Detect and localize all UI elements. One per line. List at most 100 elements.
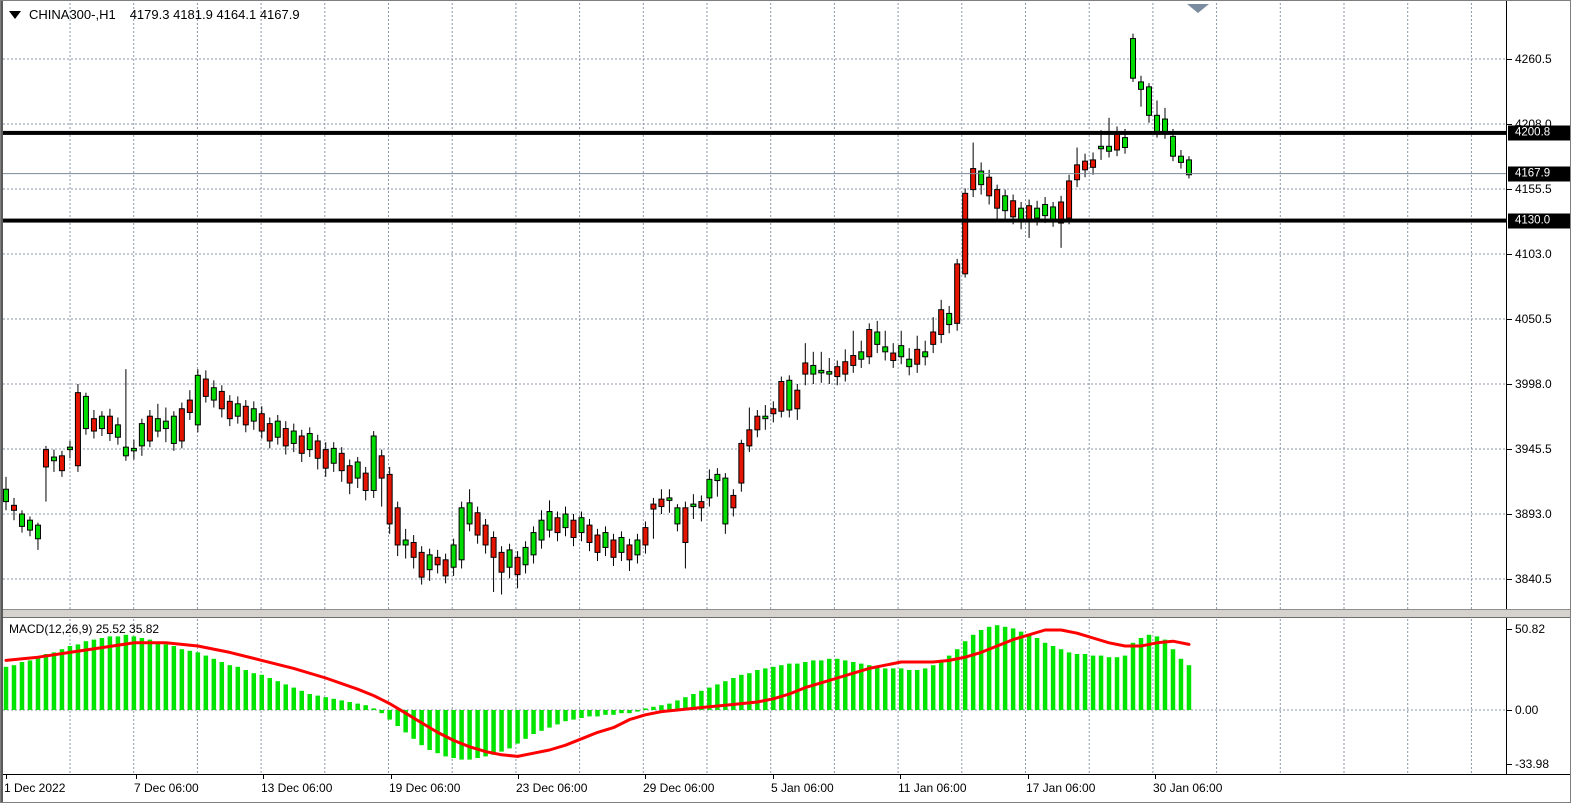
macd-histogram-bar: [874, 666, 880, 710]
macd-histogram-bar: [851, 662, 856, 710]
macd-histogram-bar: [707, 687, 712, 710]
bearish-candle: [642, 527, 649, 546]
macd-histogram-bar: [819, 660, 824, 710]
macd-histogram-bar: [835, 658, 840, 710]
macd-histogram-bar: [986, 626, 992, 710]
macd-tick: [1507, 764, 1512, 766]
time-tick: [1155, 775, 1156, 779]
macd-histogram-bar: [555, 710, 560, 725]
macd-histogram-bar: [123, 634, 129, 710]
bullish-candle: [1106, 145, 1113, 152]
macd-histogram-bar: [771, 666, 776, 710]
macd-histogram-bar: [611, 710, 616, 715]
macd-histogram-bar: [563, 710, 568, 722]
macd-histogram-bar: [187, 650, 193, 710]
macd-histogram-bar: [371, 708, 376, 710]
macd-histogram-bar: [499, 710, 504, 752]
macd-histogram-bar: [715, 684, 720, 710]
bearish-candle: [386, 473, 393, 525]
bullish-candle: [1002, 195, 1009, 212]
pane-splitter[interactable]: [1, 609, 1570, 618]
macd-histogram-bar: [291, 687, 296, 710]
bullish-candle: [762, 415, 769, 420]
macd-tick: [1507, 628, 1512, 630]
macd-histogram-bar: [451, 710, 456, 758]
macd-histogram-bar: [1146, 634, 1152, 710]
bearish-candle: [962, 192, 969, 275]
bullish-candle: [426, 554, 433, 571]
macd-histogram-bar: [898, 668, 904, 710]
bearish-candle: [914, 348, 921, 365]
macd-histogram-bar: [1114, 657, 1120, 710]
macd-histogram-bar: [859, 663, 864, 710]
macd-histogram-bar: [691, 694, 696, 710]
bullish-candle: [122, 446, 129, 457]
bearish-candle: [954, 263, 961, 324]
bullish-candle: [506, 549, 513, 568]
symbol-dropdown-icon[interactable]: [9, 11, 21, 19]
bearish-candle: [594, 534, 601, 553]
bearish-candle: [58, 455, 65, 472]
macd-histogram-bar: [1002, 626, 1008, 710]
macd-indicator-label: MACD(12,26,9) 25.52 35.82: [9, 622, 160, 636]
bullish-candle: [1177, 155, 1184, 163]
macd-histogram-bar: [67, 646, 73, 710]
bearish-candle: [754, 415, 761, 431]
price-tick: [1507, 448, 1512, 450]
bearish-candle: [178, 408, 185, 442]
bearish-candle: [474, 512, 481, 536]
bullish-candle: [826, 371, 833, 375]
price-level-tag: 4167.9: [1508, 166, 1570, 182]
bearish-candle: [394, 507, 401, 546]
price-tick: [1507, 578, 1512, 580]
bullish-candle: [946, 312, 953, 326]
bearish-candle: [570, 519, 577, 539]
chart-shift-marker-icon[interactable]: [1187, 4, 1209, 13]
bearish-candle: [554, 517, 561, 534]
price-tick-label: 3945.5: [1515, 441, 1552, 456]
macd-histogram-bar: [1074, 654, 1080, 710]
bearish-candle: [866, 329, 873, 358]
time-tick: [6, 775, 7, 779]
macd-histogram-bar: [1130, 642, 1136, 710]
bullish-candle: [1130, 38, 1137, 79]
price-tick-label: 3893.0: [1515, 506, 1552, 521]
bearish-candle: [314, 440, 321, 459]
macd-histogram-bar: [139, 638, 145, 710]
bullish-candle: [18, 513, 25, 527]
bearish-candle: [1066, 180, 1073, 219]
bearish-candle: [1010, 200, 1017, 218]
bearish-candle: [242, 405, 249, 426]
macd-tick: [1507, 710, 1512, 711]
macd-histogram-bar: [1170, 649, 1176, 710]
macd-histogram-bar: [1066, 652, 1072, 710]
bullish-candle: [906, 358, 913, 368]
macd-histogram-bar: [1154, 636, 1160, 710]
macd-histogram-bar: [323, 697, 328, 710]
bullish-candle: [114, 424, 121, 438]
bullish-candle: [1042, 203, 1049, 217]
bearish-candle: [1058, 201, 1065, 224]
bullish-candle: [562, 513, 569, 529]
macd-histogram-bar: [3, 666, 9, 710]
macd-histogram-bar: [43, 654, 49, 710]
time-axis[interactable]: 1 Dec 2022 7 Dec 06:00 13 Dec 06:00 19 Dec …: [1, 774, 1570, 802]
bearish-candle: [346, 465, 353, 484]
macd-histogram-bar: [723, 681, 728, 710]
macd-histogram-bar: [595, 710, 600, 717]
price-tick: [1507, 59, 1512, 60]
macd-histogram-bar: [275, 681, 281, 710]
price-axis[interactable]: 4260.5 4208.0 4155.5 4103.0 4050.5 3998.0 3945…: [1506, 1, 1570, 774]
price-tick-label: 3840.5: [1515, 571, 1552, 586]
macd-histogram-bar: [411, 710, 416, 739]
bearish-candle: [1026, 205, 1033, 220]
price-tick: [1507, 383, 1512, 385]
bearish-candle: [970, 168, 977, 191]
price-tick: [1507, 513, 1512, 515]
bearish-candle: [202, 378, 209, 397]
macd-histogram-bar: [523, 710, 528, 739]
macd-histogram-bar: [83, 641, 89, 710]
macd-histogram-bar: [739, 674, 744, 710]
macd-histogram-bar: [699, 690, 704, 710]
